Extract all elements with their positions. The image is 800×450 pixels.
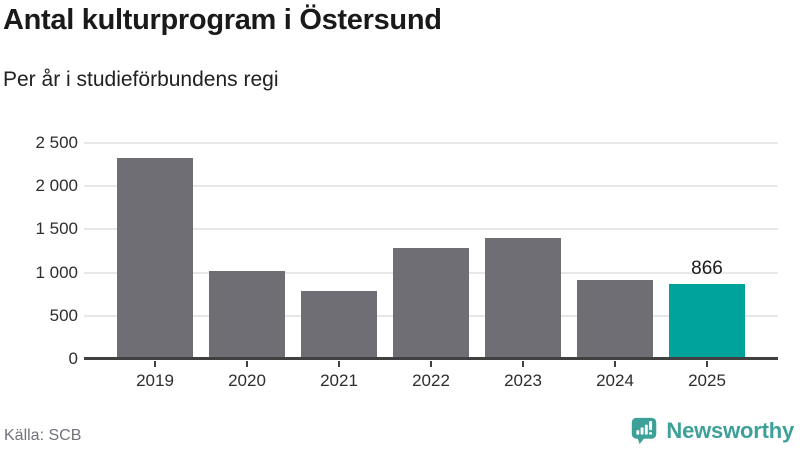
bar-2021	[301, 291, 377, 359]
bar-2022	[393, 247, 469, 359]
x-tick-label-2021: 2021	[320, 371, 358, 390]
tick-mark-2024	[614, 361, 616, 367]
tick-mark-2020	[246, 361, 248, 367]
y-tick-label-500: 500	[49, 305, 78, 325]
chart-title: Antal kulturprogram i Östersund	[3, 4, 442, 36]
tick-mark-2023	[522, 361, 524, 367]
y-tick-label-1000: 1 000	[35, 262, 78, 282]
newsworthy-speech-bubble-icon	[632, 417, 657, 445]
x-tick-label-2022: 2022	[412, 371, 450, 390]
bar-2020	[209, 271, 285, 359]
gridline-1500	[84, 228, 778, 231]
tick-mark-2021	[338, 361, 340, 367]
bar-2019	[117, 157, 193, 359]
tick-mark-2025	[706, 361, 708, 367]
axis-baseline	[84, 357, 778, 360]
y-tick-label-2500: 2 500	[35, 133, 78, 152]
chart-subtitle: Per år i studieförbundens regi	[3, 68, 279, 91]
x-tick-label-2023: 2023	[504, 371, 542, 390]
y-tick-label-1500: 1 500	[35, 219, 78, 239]
source-note: Källa: SCB	[4, 427, 82, 444]
x-tick-label-2019: 2019	[136, 371, 174, 390]
gridline-2500	[84, 142, 778, 144]
tick-mark-2019	[154, 361, 156, 367]
bar-2024	[577, 279, 653, 359]
y-tick-label-2000: 2 000	[35, 176, 78, 196]
tick-mark-2022	[430, 361, 432, 367]
gridline-2000	[84, 185, 778, 188]
bar-2023	[485, 237, 561, 359]
x-tick-label-2025: 2025	[688, 371, 726, 390]
x-tick-label-2024: 2024	[596, 371, 634, 390]
y-tick-label-0: 0	[68, 349, 78, 368]
newsworthy-wordmark: Newsworthy	[666, 418, 794, 443]
x-tick-label-2020: 2020	[228, 371, 266, 390]
bar-2025	[669, 284, 745, 359]
bar-value-label-2025: 866	[691, 258, 723, 280]
newsworthy-logo[interactable]: Newsworthy	[630, 416, 794, 446]
